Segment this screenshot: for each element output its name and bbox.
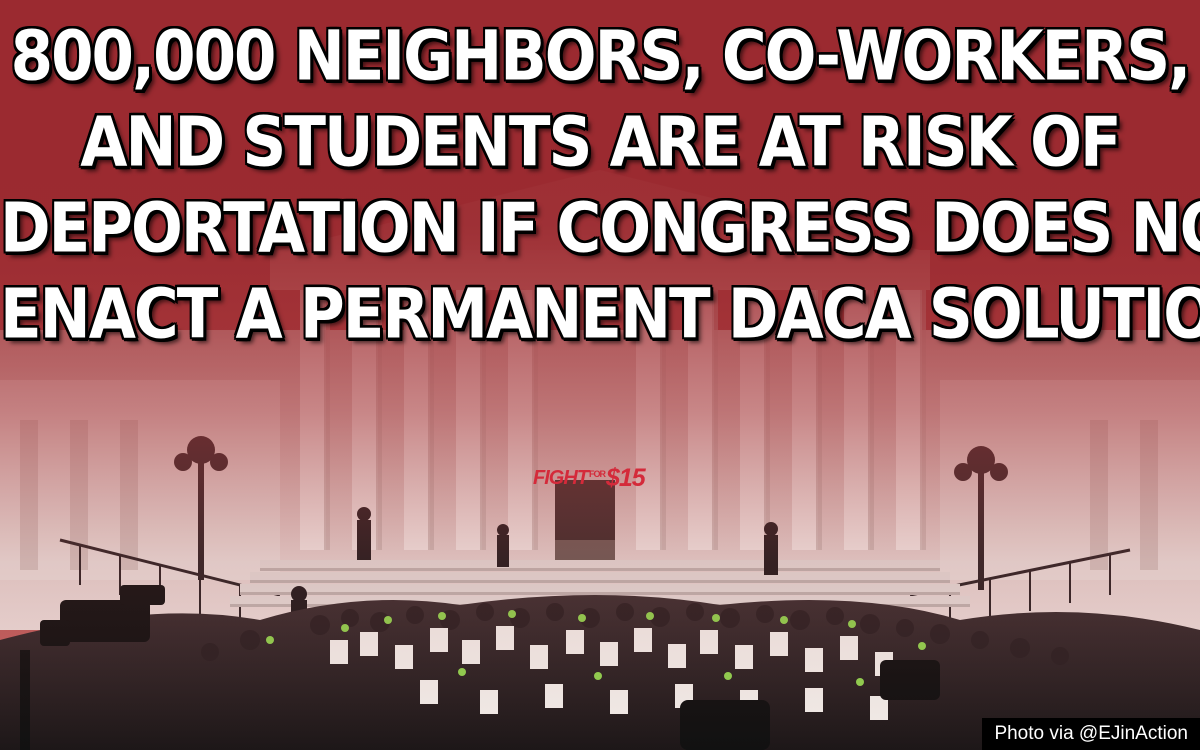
headline-line-3: DEPORTATION IF CONGRESS DOES NOT xyxy=(0,188,1200,269)
fight-for-15-logo: FIGHT FOR $15 xyxy=(533,463,646,493)
headline: 800,000 NEIGHBORS, CO-WORKERS, AND STUDE… xyxy=(0,14,1200,358)
logo-mid: FOR xyxy=(589,469,606,479)
headline-line-4: ENACT A PERMANENT DACA SOLUTION xyxy=(0,274,1200,355)
logo-word: FIGHT xyxy=(533,466,589,489)
photo-credit: Photo via @EJinAction xyxy=(982,718,1200,750)
headline-line-2: AND STUDENTS ARE AT RISK OF xyxy=(80,102,1121,183)
logo-amount: $15 xyxy=(606,463,646,492)
headline-line-1: 800,000 NEIGHBORS, CO-WORKERS, xyxy=(10,16,1192,97)
